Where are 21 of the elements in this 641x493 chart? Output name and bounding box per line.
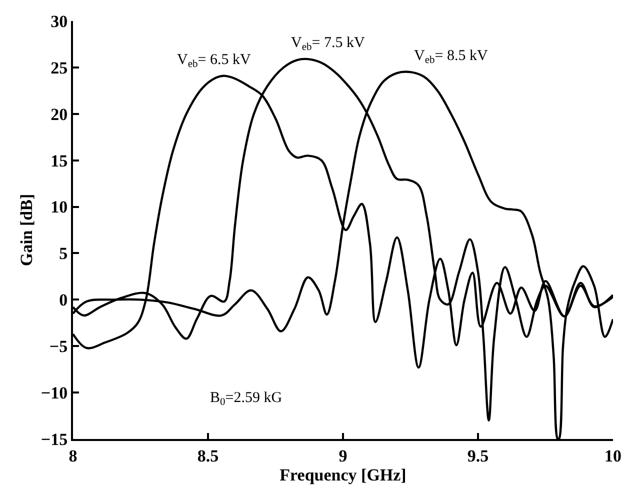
y-tick-label: −5 xyxy=(49,337,68,356)
y-axis-title: Gain [dB] xyxy=(16,194,36,266)
y-tick-label: 30 xyxy=(50,12,68,31)
y-tick-label: −10 xyxy=(40,384,68,403)
x-axis-title: Frequency [GHz] xyxy=(280,465,406,484)
y-tick-label: 10 xyxy=(50,198,68,217)
y-tick-label: 5 xyxy=(59,244,68,264)
x-tick-label: 9.5 xyxy=(467,446,489,466)
y-tick-label: 25 xyxy=(50,58,68,78)
y-tick-label: 20 xyxy=(50,104,68,124)
y-tick-label: −15 xyxy=(40,430,68,449)
y-tick-label: 15 xyxy=(50,151,68,170)
series-label: V$_{eb}$= 7.5 kV xyxy=(291,35,365,54)
y-tick-label: 0 xyxy=(59,290,68,310)
x-tick-label: 8.5 xyxy=(197,446,219,466)
annotation: B$_{0}$=2.59 kG xyxy=(210,390,282,408)
x-tick-label: 8 xyxy=(68,446,78,466)
x-tick-label: 9 xyxy=(338,446,348,466)
x-tick-label: 10 xyxy=(604,446,622,466)
series-label: V$_{eb}$= 6.5 kV xyxy=(177,52,251,70)
series-label: V$_{eb}$= 8.5 kV xyxy=(414,48,488,66)
